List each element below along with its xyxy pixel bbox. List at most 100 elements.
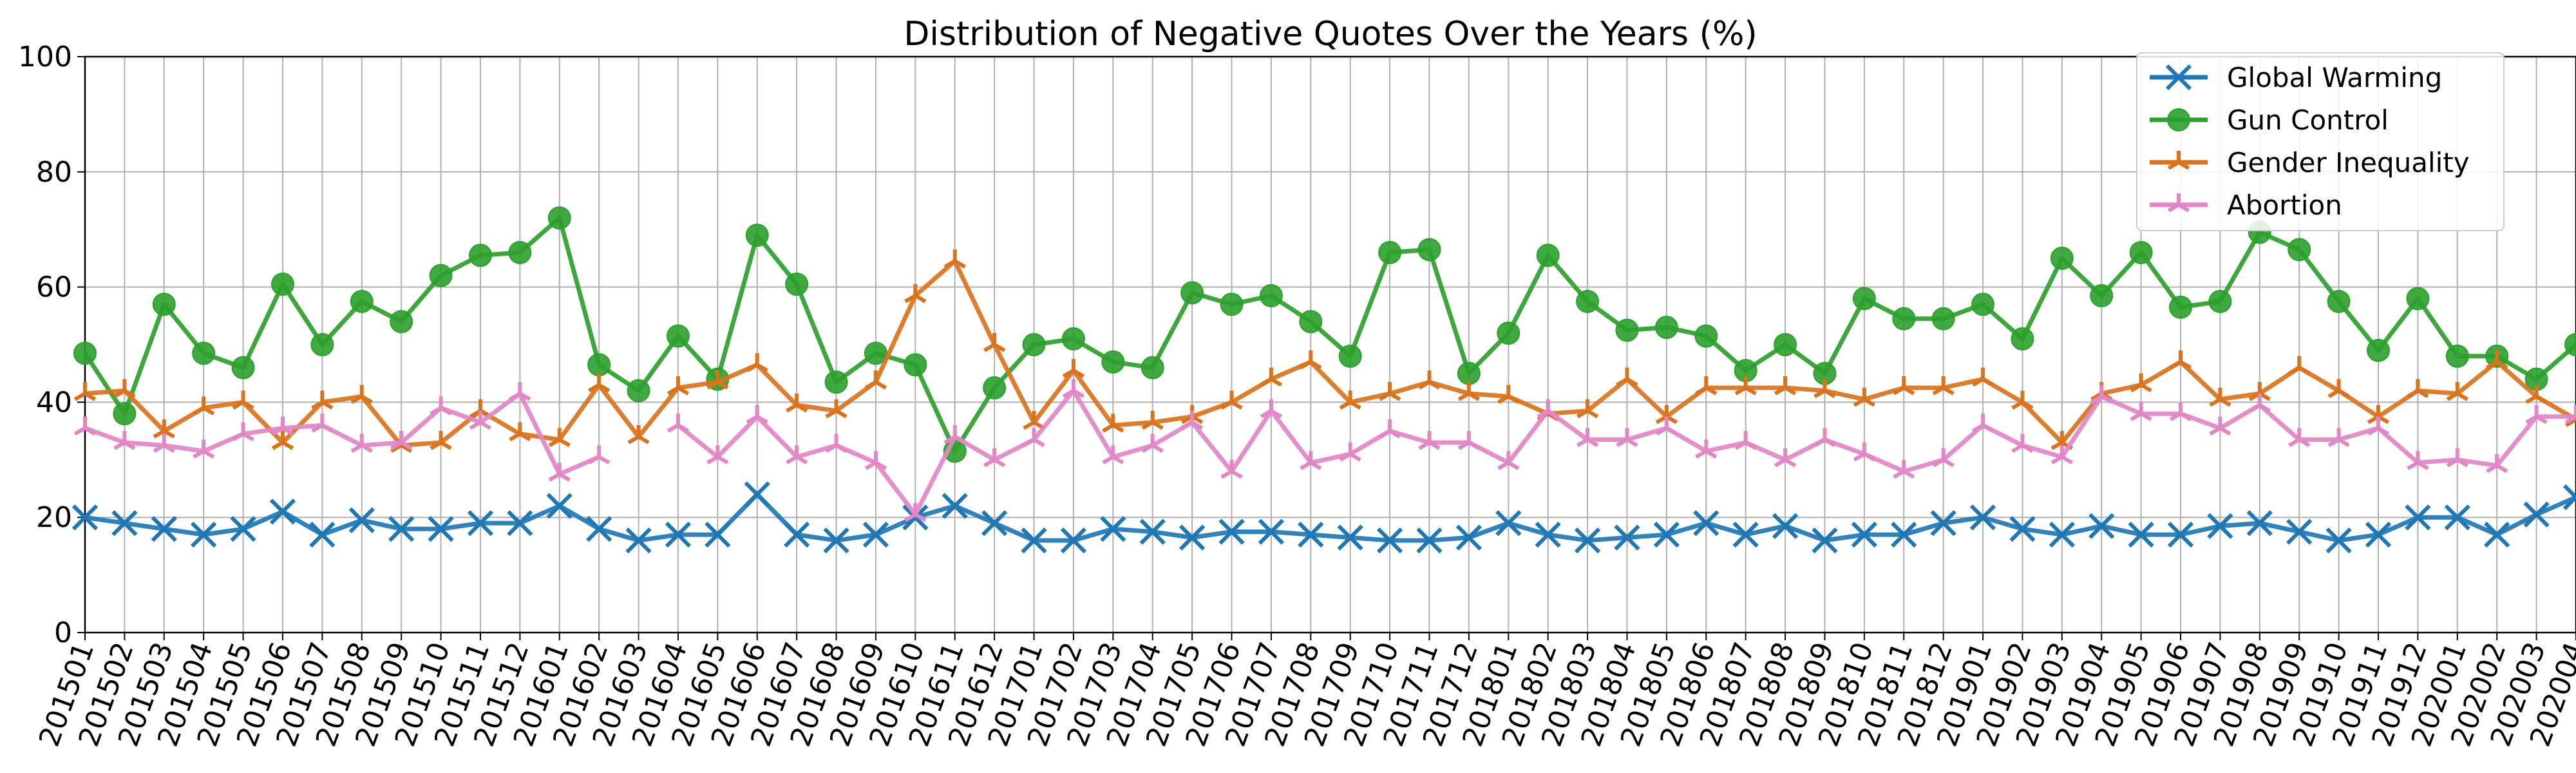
data-point-gun-control [785,272,809,296]
data-point-abortion [1537,399,1559,419]
data-point-gun-control [1022,333,1046,356]
data-point-gender-inequality [2564,408,2576,427]
data-point-abortion [548,463,571,482]
data-point-abortion [2130,402,2152,421]
data-point-gun-control [2287,238,2311,262]
legend-label: Global Warming [2227,62,2442,93]
data-point-abortion [232,422,254,442]
data-point-gun-control [627,379,650,403]
data-point-global-warming [388,515,415,542]
data-point-gender-inequality [1141,410,1164,430]
data-point-gun-control [2011,327,2034,351]
data-point-global-warming [348,507,375,533]
data-point-abortion [943,425,966,444]
data-point-global-warming [981,510,1008,537]
data-point-gender-inequality [193,396,215,415]
data-point-global-warming [1258,519,1285,545]
data-point-global-warming [1851,521,1877,548]
data-point-global-warming [823,527,849,554]
data-point-abortion [1180,410,1204,430]
data-point-abortion [2090,385,2113,405]
data-point-gender-inequality [311,390,334,410]
data-point-gun-control [1852,287,1876,310]
data-point-abortion [73,416,97,436]
data-point-abortion [2050,445,2073,464]
data-point-gun-control [468,243,492,267]
data-point-gender-inequality [1457,381,1481,401]
data-point-gun-control [1536,243,1560,267]
data-point-abortion [2486,453,2508,473]
data-point-abortion [2525,405,2548,425]
legend-label: Gender Inequality [2227,147,2470,178]
data-point-gender-inequality [785,393,808,413]
data-point-gender-inequality [706,370,729,390]
data-point-global-warming [1455,524,1482,551]
data-point-gun-control [1338,344,1362,368]
data-point-gun-control [1931,307,1955,330]
data-point-gun-control [1774,333,1797,356]
data-point-global-warming [665,521,692,548]
data-point-global-warming [111,510,138,537]
data-point-gender-inequality [1378,381,1401,401]
data-point-abortion [1774,448,1797,468]
data-point-gender-inequality [588,373,611,393]
data-point-gun-control [983,376,1007,400]
data-point-global-warming [2444,504,2470,531]
data-point-global-warming [1574,527,1601,554]
data-point-gender-inequality [1339,390,1361,410]
data-point-global-warming [71,504,99,531]
legend-marker [2167,193,2190,213]
data-point-gun-control [2564,333,2576,356]
data-point-abortion [2564,405,2576,425]
data-point-global-warming [1337,524,1363,551]
data-point-global-warming [1614,524,1640,551]
data-point-abortion [509,381,531,401]
data-point-global-warming [1535,521,1561,548]
y-tick-label: 60 [36,271,72,304]
data-point-abortion [746,405,768,425]
legend-marker [2165,64,2192,91]
legend-item-gender-inequality: Gender Inequality [2150,147,2470,178]
data-point-gender-inequality [983,333,1006,352]
data-point-global-warming [1930,510,1956,537]
data-point-global-warming [1021,527,1047,554]
data-point-abortion [706,445,729,464]
data-point-abortion [1023,428,1045,448]
data-point-abortion [350,434,373,453]
data-point-gender-inequality [746,353,768,372]
data-point-gun-control [2367,338,2391,362]
data-point-global-warming [1298,521,1324,548]
data-point-gun-control [1220,292,1244,316]
data-point-gender-inequality [1418,370,1441,390]
data-point-global-warming [2325,527,2352,554]
data-point-gender-inequality [667,376,690,396]
data-point-gun-control [1892,307,1916,330]
legend-marker [2167,108,2190,131]
data-point-abortion [193,439,215,459]
data-point-abortion [785,445,808,464]
data-point-gun-control [310,333,334,356]
data-point-gender-inequality [1932,376,1955,396]
legend-item-abortion: Abortion [2150,189,2342,221]
data-point-gender-inequality [1062,359,1085,378]
data-point-global-warming [467,510,494,537]
data-point-gun-control [1378,240,1402,264]
y-tick-label: 20 [36,501,72,534]
data-point-gender-inequality [548,428,571,448]
y-tick-label: 100 [18,41,72,73]
data-point-global-warming [902,504,929,531]
data-point-gender-inequality [1497,385,1520,405]
data-point-abortion [390,430,413,450]
data-point-abortion [2011,434,2034,453]
data-point-abortion [983,448,1006,468]
data-point-abortion [2248,393,2271,413]
y-tick-label: 40 [36,386,72,419]
data-point-global-warming [1376,527,1403,554]
data-point-gun-control [2445,344,2469,368]
series-global-warming [71,481,2576,554]
data-point-abortion [1932,448,1955,468]
data-point-global-warming [309,521,336,548]
data-point-gender-inequality [153,419,175,439]
series-layer [71,206,2576,554]
